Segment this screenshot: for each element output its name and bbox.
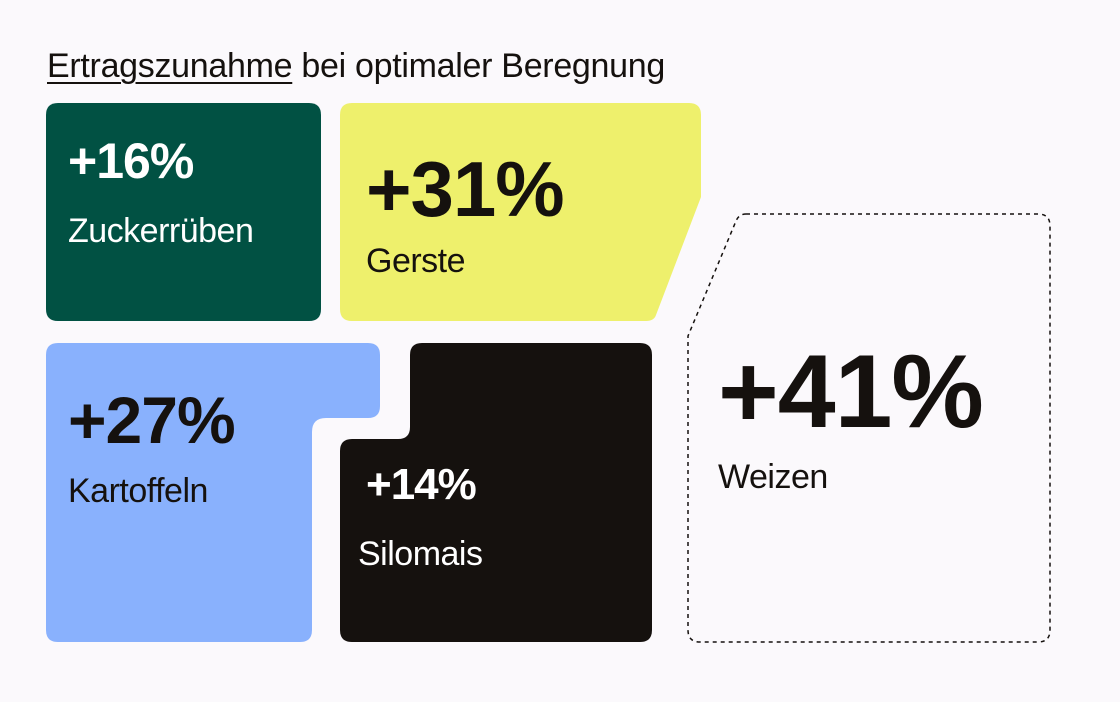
tile-gerste [340,103,701,321]
title-underlined-word: Ertragszunahme [47,47,293,85]
chart-title: Ertragszunahme bei optimaler Beregnung [47,46,665,86]
value-label-kartoffeln: +27% [68,383,236,457]
category-label-silomais: Silomais [358,535,483,573]
value-label-silomais: +14% [366,460,477,509]
value-label-zuckerrueben: +16% [68,133,194,189]
category-label-gerste: Gerste [366,242,466,280]
category-label-kartoffeln: Kartoffeln [68,472,208,510]
title-rest: bei optimaler Beregnung [292,47,665,85]
category-label-weizen: Weizen [718,458,828,496]
tile-zuckerrueben [46,103,321,321]
tile-kartoffeln [46,343,380,642]
value-label-weizen: +41% [718,334,984,450]
category-label-zuckerrueben: Zuckerrüben [68,212,254,250]
tile-silomais [340,343,652,642]
tile-weizen [687,213,1051,643]
value-label-gerste: +31% [366,145,565,233]
